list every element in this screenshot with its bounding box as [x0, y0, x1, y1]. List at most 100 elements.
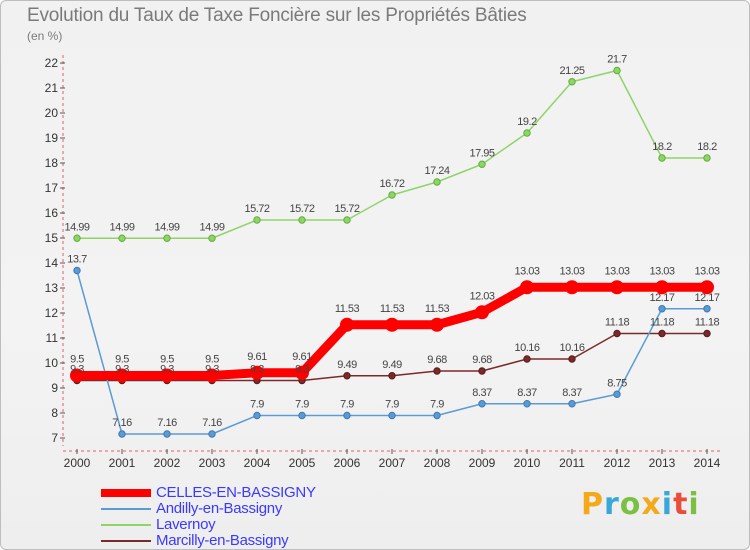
y-tick-label: 15 — [45, 231, 59, 245]
legend-swatch — [101, 489, 151, 497]
data-point — [385, 317, 399, 332]
data-label: 14.99 — [199, 221, 224, 233]
data-label: 17.95 — [469, 147, 494, 159]
data-point — [70, 368, 84, 383]
data-point — [433, 411, 441, 420]
legend-swatch — [101, 540, 151, 542]
data-label: 13.03 — [604, 265, 629, 277]
data-label: 9.3 — [295, 364, 309, 376]
data-point — [118, 430, 126, 438]
data-point — [163, 430, 171, 438]
y-tick-label: 20 — [45, 106, 59, 120]
data-label: 9.3 — [205, 364, 219, 376]
data-label: 9.68 — [427, 354, 447, 366]
x-tick-label: 2012 — [604, 456, 631, 470]
data-label: 19.2 — [517, 116, 537, 128]
data-point — [253, 411, 261, 420]
data-point — [160, 368, 174, 383]
data-label: 13.03 — [514, 265, 539, 277]
y-tick-label: 11 — [46, 331, 59, 345]
data-label: 7.16 — [157, 417, 177, 429]
data-label: 15.72 — [334, 203, 359, 215]
data-point — [115, 368, 129, 383]
data-label: 8.37 — [472, 387, 492, 399]
data-point — [703, 154, 711, 162]
data-label: 11.18 — [650, 317, 675, 329]
data-point — [343, 411, 351, 420]
data-point — [343, 216, 351, 224]
data-label: 7.9 — [250, 399, 264, 411]
data-label: 10.16 — [559, 342, 584, 354]
data-label: 9.49 — [337, 359, 357, 371]
data-point — [703, 329, 711, 338]
logo-letter: x — [641, 487, 662, 522]
data-label: 7.16 — [202, 417, 222, 429]
x-tick-label: 2011 — [559, 456, 585, 470]
data-label: 11.53 — [380, 303, 405, 315]
data-point — [73, 266, 81, 275]
data-point — [118, 234, 126, 242]
y-tick-label: 22 — [45, 56, 59, 70]
x-tick-label: 2005 — [289, 456, 316, 470]
x-tick-label: 2004 — [244, 456, 271, 470]
data-point — [298, 411, 306, 420]
data-label: 9.3 — [160, 364, 174, 376]
legend-label: CELLES-EN-BASSIGNY — [156, 484, 316, 501]
data-point — [388, 191, 396, 199]
y-tick-label: 10 — [45, 356, 59, 370]
data-label: 11.53 — [335, 303, 360, 315]
data-label: 13.7 — [67, 254, 87, 266]
data-point — [658, 329, 666, 338]
logo-letter: P — [581, 487, 604, 522]
data-point — [205, 368, 219, 383]
data-label: 14.99 — [109, 221, 134, 233]
data-point — [565, 280, 579, 295]
data-point — [388, 411, 396, 420]
data-point — [568, 355, 576, 363]
y-tick-label: 17 — [45, 181, 59, 195]
x-tick-label: 2009 — [469, 456, 496, 470]
data-label: 7.9 — [430, 399, 444, 411]
data-point — [613, 329, 621, 338]
data-point — [478, 160, 486, 168]
x-tick-label: 2013 — [649, 456, 676, 470]
series-line-2 — [76, 69, 708, 239]
data-label: 9.61 — [247, 351, 267, 363]
x-tick-label: 2010 — [514, 456, 541, 470]
data-point — [433, 178, 441, 186]
data-label: 9.3 — [115, 364, 129, 376]
data-point — [208, 234, 216, 242]
data-label: 9.3 — [250, 364, 264, 376]
data-point — [700, 280, 714, 295]
data-point — [163, 234, 171, 242]
data-point — [658, 305, 666, 313]
data-point — [430, 317, 444, 332]
data-point — [208, 430, 216, 438]
data-label: 15.72 — [289, 203, 314, 215]
data-label: 8.37 — [517, 387, 537, 399]
x-tick-label: 2006 — [334, 456, 361, 470]
x-tick-label: 2014 — [694, 456, 721, 470]
y-tick-label: 13 — [45, 281, 59, 295]
data-point — [73, 234, 81, 242]
data-point — [523, 129, 531, 137]
data-label: 8.37 — [562, 387, 582, 399]
data-label: 9.5 — [115, 354, 129, 366]
data-label: 13.03 — [694, 265, 719, 277]
logo-letter: i — [661, 487, 674, 522]
data-label: 9.3 — [70, 364, 84, 376]
data-point — [613, 390, 621, 398]
data-point — [658, 154, 666, 162]
data-label: 9.49 — [382, 359, 402, 371]
data-label: 18.2 — [652, 141, 672, 153]
y-unit-label: (en %) — [27, 29, 63, 43]
data-label: 21.7 — [607, 54, 627, 66]
data-point — [655, 280, 669, 295]
data-label: 10.16 — [514, 342, 539, 354]
data-point — [703, 305, 711, 313]
y-tick-label: 19 — [45, 131, 59, 145]
data-label: 7.9 — [340, 399, 354, 411]
data-label: 11.53 — [425, 303, 450, 315]
